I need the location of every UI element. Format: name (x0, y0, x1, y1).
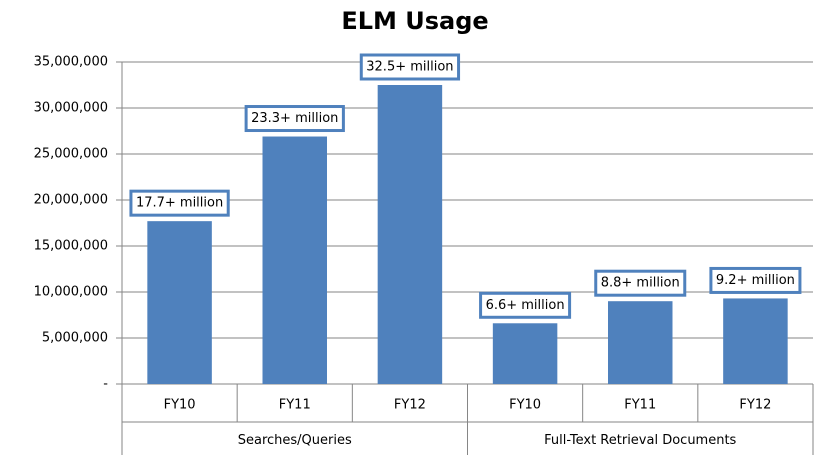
bar (147, 221, 212, 384)
group-label: Searches/Queries (238, 433, 352, 448)
x-tick-label: FY10 (509, 398, 541, 413)
annotation: 17.7+ million (136, 196, 223, 211)
x-tick-label: FY11 (624, 398, 656, 413)
x-tick-label: FY12 (739, 398, 771, 413)
group-label: Full-Text Retrieval Documents (544, 433, 736, 448)
x-tick-label: FY11 (279, 398, 311, 413)
x-tick-label: FY12 (394, 398, 426, 413)
annotation-box (244, 105, 345, 133)
y-tick-label: 30,000,000 (34, 101, 108, 116)
y-tick-label: - (103, 377, 108, 392)
annotation-box (594, 269, 687, 297)
y-tick-label: 10,000,000 (34, 285, 108, 300)
annotation: 23.3+ million (251, 111, 338, 126)
annotation: 32.5+ million (366, 60, 453, 75)
bar (262, 136, 327, 384)
y-tick-label: 35,000,000 (34, 55, 108, 70)
annotation: 9.2+ million (716, 273, 795, 288)
bar (377, 85, 443, 384)
y-tick-label: 20,000,000 (34, 193, 108, 208)
y-tick-label: 25,000,000 (34, 147, 108, 162)
y-tick-label: 5,000,000 (42, 331, 108, 346)
bar (492, 323, 558, 384)
annotation-box (359, 53, 461, 81)
x-tick-label: FY10 (164, 398, 196, 413)
bar (723, 298, 788, 384)
annotation-box (479, 291, 572, 319)
annotation-box (709, 266, 802, 294)
annotation-box (129, 189, 230, 217)
bar (608, 301, 673, 384)
annotation: 8.8+ million (601, 276, 680, 291)
chart-title: ELM Usage (341, 7, 488, 35)
annotation: 6.6+ million (486, 298, 565, 313)
y-tick-label: 15,000,000 (34, 239, 108, 254)
